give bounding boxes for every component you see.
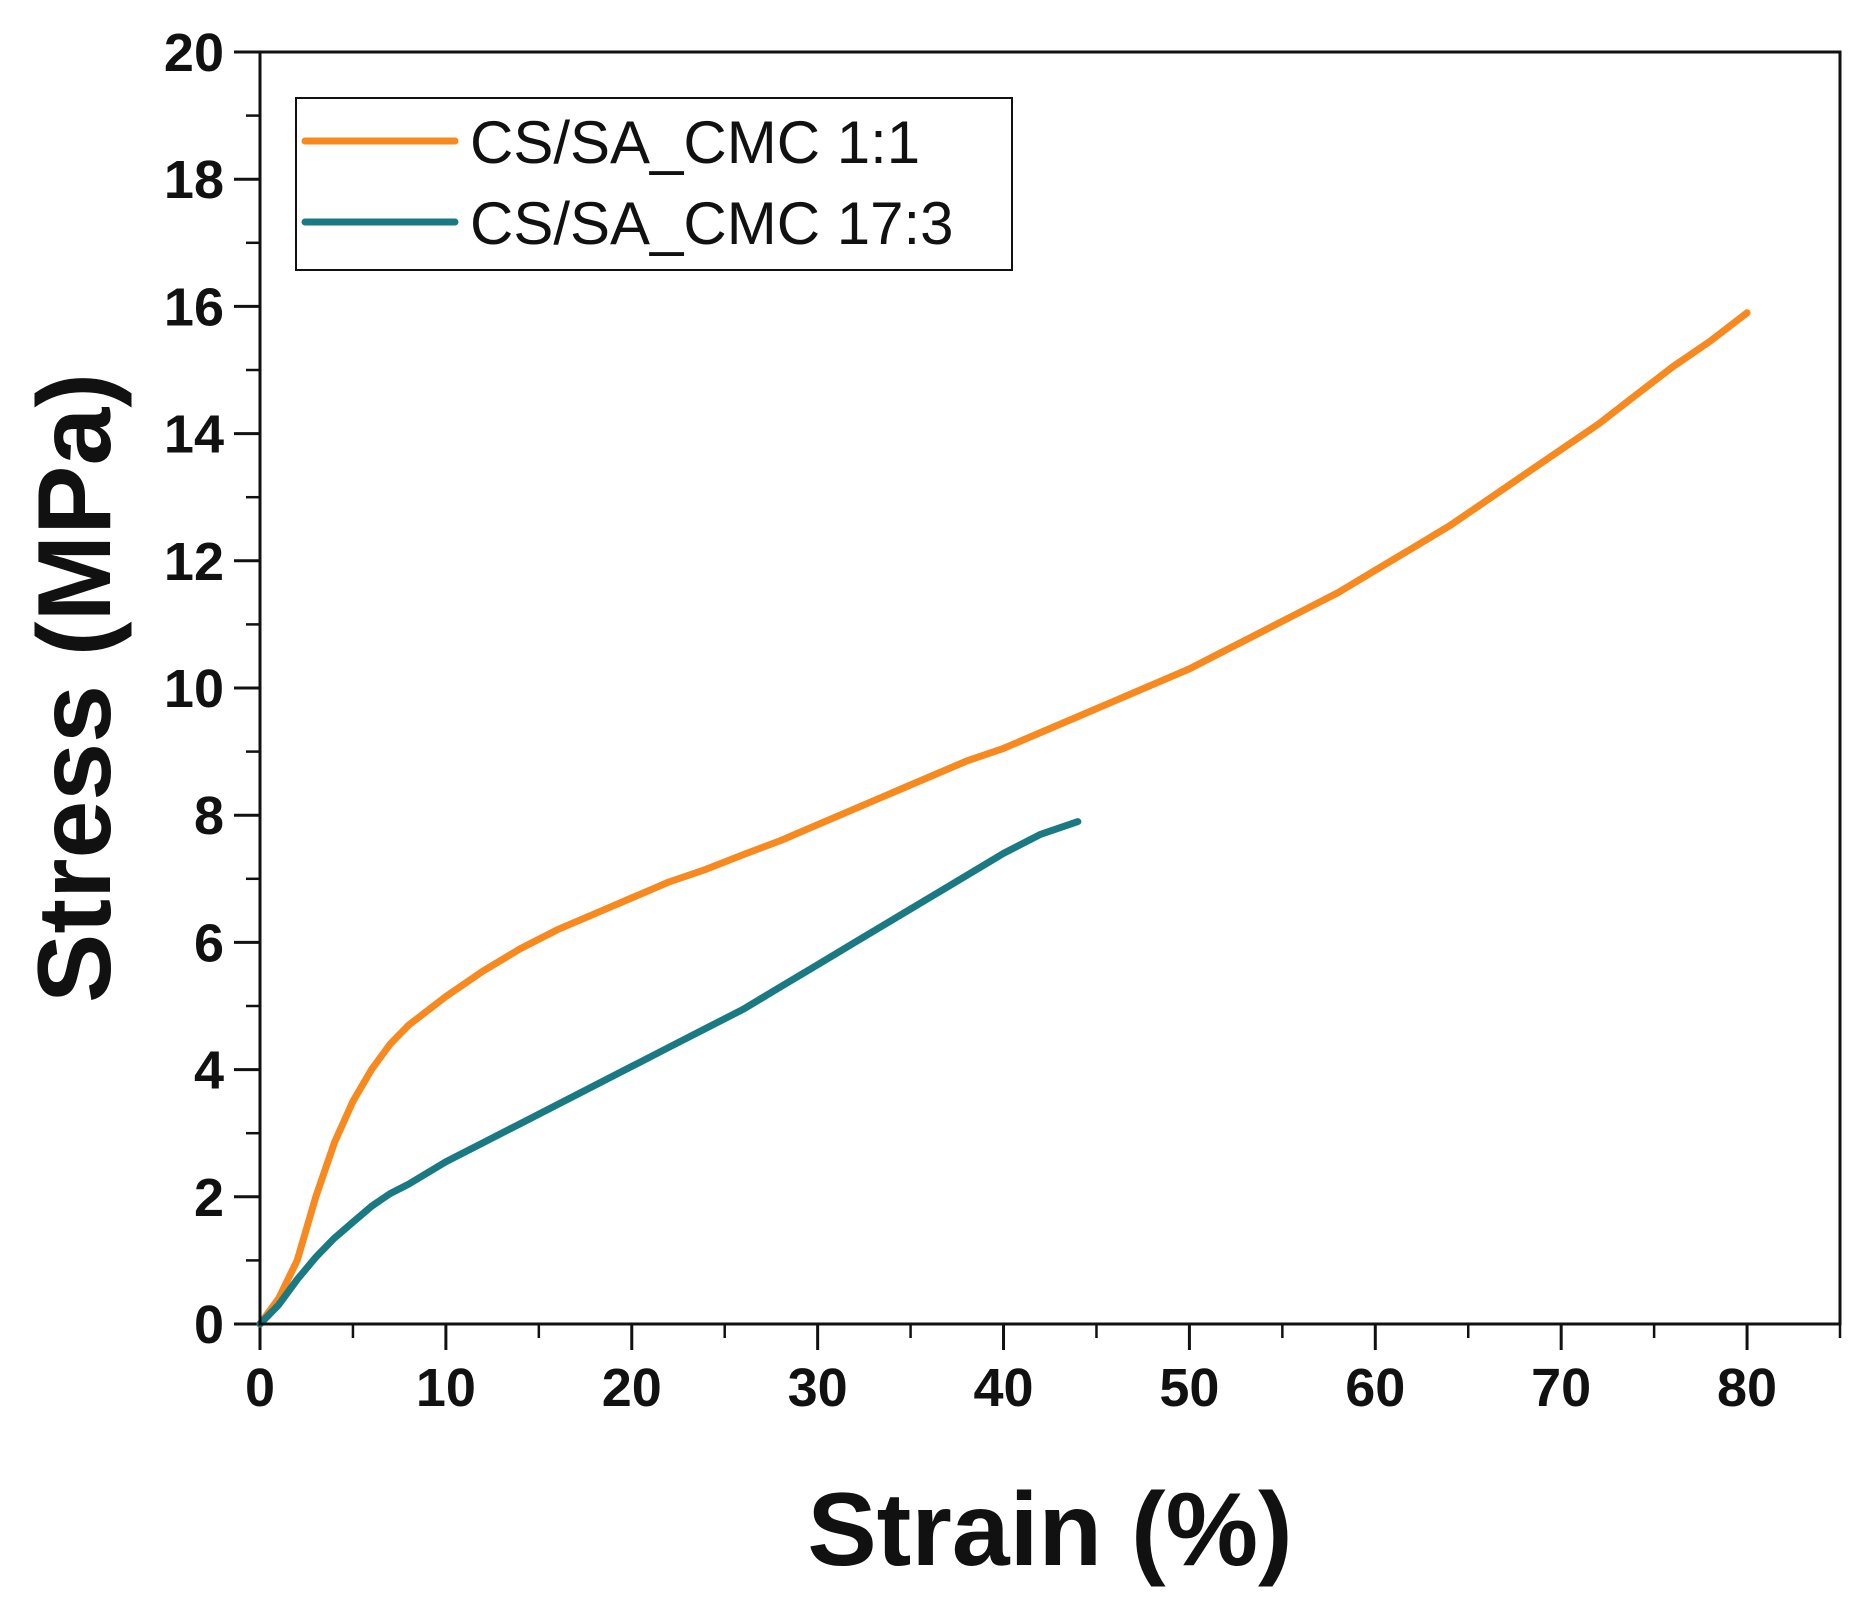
legend: CS/SA_CMC 1:1 CS/SA_CMC 17:3: [295, 97, 1013, 271]
x-tick-label-30: 30: [788, 1358, 848, 1418]
legend-box: [295, 97, 1013, 271]
x-tick-label-10: 10: [416, 1358, 476, 1418]
x-tick-label-60: 60: [1345, 1358, 1405, 1418]
y-tick-label-10: 10: [164, 659, 224, 719]
y-tick-label-14: 14: [164, 405, 224, 465]
x-tick-label-80: 80: [1717, 1358, 1777, 1418]
axis-ticks: 0 2 4 6 8 10 12 14 16 18 20 0 10 20 30 40 50 60 70 80: [164, 23, 1842, 1418]
y-tick-label-6: 6: [194, 913, 224, 973]
x-tick-label-20: 20: [602, 1358, 662, 1418]
x-axis-title: Strain (%): [807, 1472, 1292, 1588]
y-tick-label-2: 2: [194, 1168, 224, 1228]
y-tick-label-18: 18: [164, 150, 224, 210]
y-tick-label-12: 12: [164, 532, 224, 592]
series-lines: [256, 309, 1751, 1328]
x-tick-label-50: 50: [1159, 1358, 1219, 1418]
y-tick-label-8: 8: [194, 786, 224, 846]
y-tick-label-0: 0: [194, 1295, 224, 1355]
legend-label-cs-sa-cmc-17-3: CS/SA_CMC 17:3: [470, 190, 954, 257]
y-tick-label-4: 4: [194, 1041, 224, 1101]
x-tick-label-40: 40: [973, 1358, 1033, 1418]
series-line-cs-sa-cmc-17-3: [256, 818, 1082, 1328]
plot-frame: [258, 50, 1842, 1326]
y-tick-label-20: 20: [164, 23, 224, 83]
series-line-cs-sa-cmc-1-1: [256, 309, 1751, 1328]
legend-label-cs-sa-cmc-1-1: CS/SA_CMC 1:1: [470, 109, 920, 176]
y-tick-label-16: 16: [164, 277, 224, 337]
x-tick-label-0: 0: [245, 1358, 275, 1418]
y-axis-title: Stress (MPa): [17, 373, 133, 1003]
x-tick-label-70: 70: [1531, 1358, 1591, 1418]
